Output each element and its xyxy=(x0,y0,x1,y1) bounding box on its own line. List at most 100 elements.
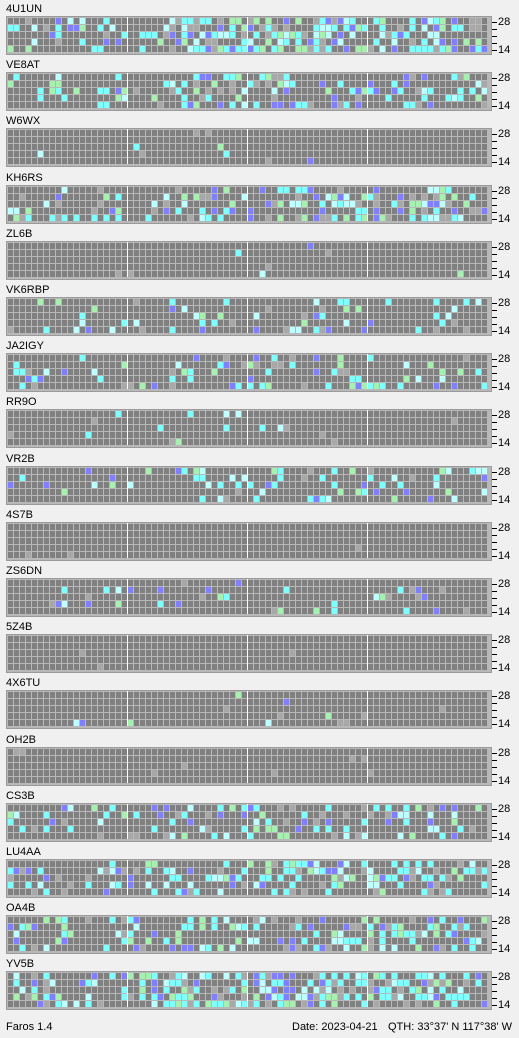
grid-cell xyxy=(374,158,379,164)
grid-cell xyxy=(362,95,367,101)
grid-cell xyxy=(122,201,127,207)
grid-cell xyxy=(380,376,385,382)
grid-cell xyxy=(476,46,481,52)
grid-cell xyxy=(290,482,295,488)
grid-cell xyxy=(200,158,205,164)
band-tick xyxy=(492,198,497,199)
grid-cell xyxy=(74,18,79,24)
grid-cell xyxy=(392,418,397,424)
grid-cell xyxy=(98,158,103,164)
grid-cell xyxy=(374,489,379,495)
grid-cell xyxy=(68,39,73,45)
grid-cell xyxy=(320,475,325,481)
grid-cell xyxy=(212,25,217,31)
grid-cell xyxy=(170,594,175,600)
grid-cell xyxy=(224,130,229,136)
grid-cell xyxy=(92,194,97,200)
grid-cell xyxy=(278,306,283,312)
grid-cell xyxy=(116,271,121,277)
grid-cell xyxy=(452,439,457,445)
grid-cell xyxy=(134,327,139,333)
grid-cell xyxy=(278,187,283,193)
grid-cell xyxy=(290,545,295,551)
grid-cell xyxy=(62,376,67,382)
grid-cell xyxy=(338,299,343,305)
grid-cell xyxy=(230,88,235,94)
grid-cell xyxy=(122,95,127,101)
grid-cell xyxy=(194,538,199,544)
grid-cell xyxy=(380,355,385,361)
grid-cell xyxy=(338,208,343,214)
grid-cell xyxy=(80,81,85,87)
grid-cell xyxy=(350,32,355,38)
grid-cell xyxy=(218,95,223,101)
grid-cell xyxy=(32,81,37,87)
grid-cell xyxy=(92,74,97,80)
grid-cell xyxy=(152,95,157,101)
grid-cell xyxy=(56,271,61,277)
grid-cell xyxy=(26,151,31,157)
grid-cell xyxy=(50,482,55,488)
grid-cell xyxy=(248,425,253,431)
band-label-bottom: 14 xyxy=(498,213,511,225)
grid-cell xyxy=(416,327,421,333)
grid-cell xyxy=(290,636,295,642)
grid-cell xyxy=(422,208,427,214)
grid-cell xyxy=(8,88,13,94)
grid-cell xyxy=(182,664,187,670)
grid-cell xyxy=(110,432,115,438)
grid-cell xyxy=(38,601,43,607)
grid-cell xyxy=(320,271,325,277)
grid-cell xyxy=(200,496,205,502)
grid-cell xyxy=(230,594,235,600)
grid-cell xyxy=(470,257,475,263)
grid-cell xyxy=(116,538,121,544)
grid-cell xyxy=(248,215,253,221)
grid-cell xyxy=(422,25,427,31)
grid-cell xyxy=(410,369,415,375)
grid-cell xyxy=(338,194,343,200)
grid-cell xyxy=(38,81,43,87)
grid-cell xyxy=(116,643,121,649)
grid-cell xyxy=(242,88,247,94)
grid-cell xyxy=(290,418,295,424)
grid-cell xyxy=(212,306,217,312)
grid-cell xyxy=(404,538,409,544)
grid-cell xyxy=(242,580,247,586)
grid-cell xyxy=(68,524,73,530)
grid-cell xyxy=(350,636,355,642)
grid-cell xyxy=(332,369,337,375)
grid-cell xyxy=(278,531,283,537)
grid-cell xyxy=(482,475,487,481)
grid-cell xyxy=(212,158,217,164)
grid-cell xyxy=(302,531,307,537)
grid-cell xyxy=(14,692,19,698)
grid-cell xyxy=(248,475,253,481)
grid-cell xyxy=(182,432,187,438)
grid-cell xyxy=(260,39,265,45)
grid-cell xyxy=(386,271,391,277)
grid-cell xyxy=(200,657,205,663)
grid-cell xyxy=(404,468,409,474)
grid-cell xyxy=(446,18,451,24)
grid-cell xyxy=(230,137,235,143)
grid-cell xyxy=(338,531,343,537)
grid-cell xyxy=(176,636,181,642)
grid-cell xyxy=(326,88,331,94)
grid-cell xyxy=(128,215,133,221)
grid-cell xyxy=(224,425,229,431)
grid-cell xyxy=(422,32,427,38)
grid-cell xyxy=(170,538,175,544)
grid-cell xyxy=(242,383,247,389)
grid-cell xyxy=(8,201,13,207)
grid-cell xyxy=(200,320,205,326)
grid-cell xyxy=(170,74,175,80)
grid-cell xyxy=(176,432,181,438)
grid-cell xyxy=(80,18,85,24)
grid-cell xyxy=(314,18,319,24)
grid-cell xyxy=(224,531,229,537)
grid-cell xyxy=(344,439,349,445)
grid-cell xyxy=(374,271,379,277)
grid-cells xyxy=(8,523,487,558)
grid-cell xyxy=(458,538,463,544)
